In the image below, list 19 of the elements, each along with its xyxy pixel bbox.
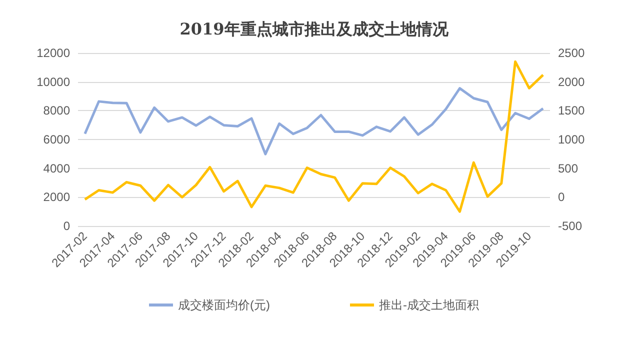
y-tick-label: 12000 — [36, 46, 70, 60]
y-tick-label: 0 — [63, 219, 70, 233]
line-series — [84, 60, 544, 213]
y2-tick-label: 2500 — [558, 46, 586, 60]
y2-tick-label: 500 — [558, 161, 578, 176]
y2-tick-label: -500 — [558, 219, 582, 233]
y2-tick-label: 1500 — [558, 104, 586, 118]
y-tick-label: 10000 — [36, 74, 70, 89]
y2-tick-label: 1000 — [558, 132, 586, 146]
y2-tick-label: 0 — [558, 190, 565, 204]
legend-label: 成交楼面均价(元) — [178, 298, 270, 312]
y2-tick-label: 2000 — [558, 74, 586, 89]
y-tick-label: 8000 — [43, 104, 70, 118]
y-tick-label: 2000 — [43, 190, 70, 204]
legend-label: 推出-成交土地面积 — [379, 298, 479, 312]
y-tick-label: 4000 — [43, 161, 70, 176]
line-series — [84, 87, 544, 156]
y-tick-label: 6000 — [43, 132, 70, 146]
chart-title: 2019年重点城市推出及成交土地情况 — [180, 20, 450, 38]
